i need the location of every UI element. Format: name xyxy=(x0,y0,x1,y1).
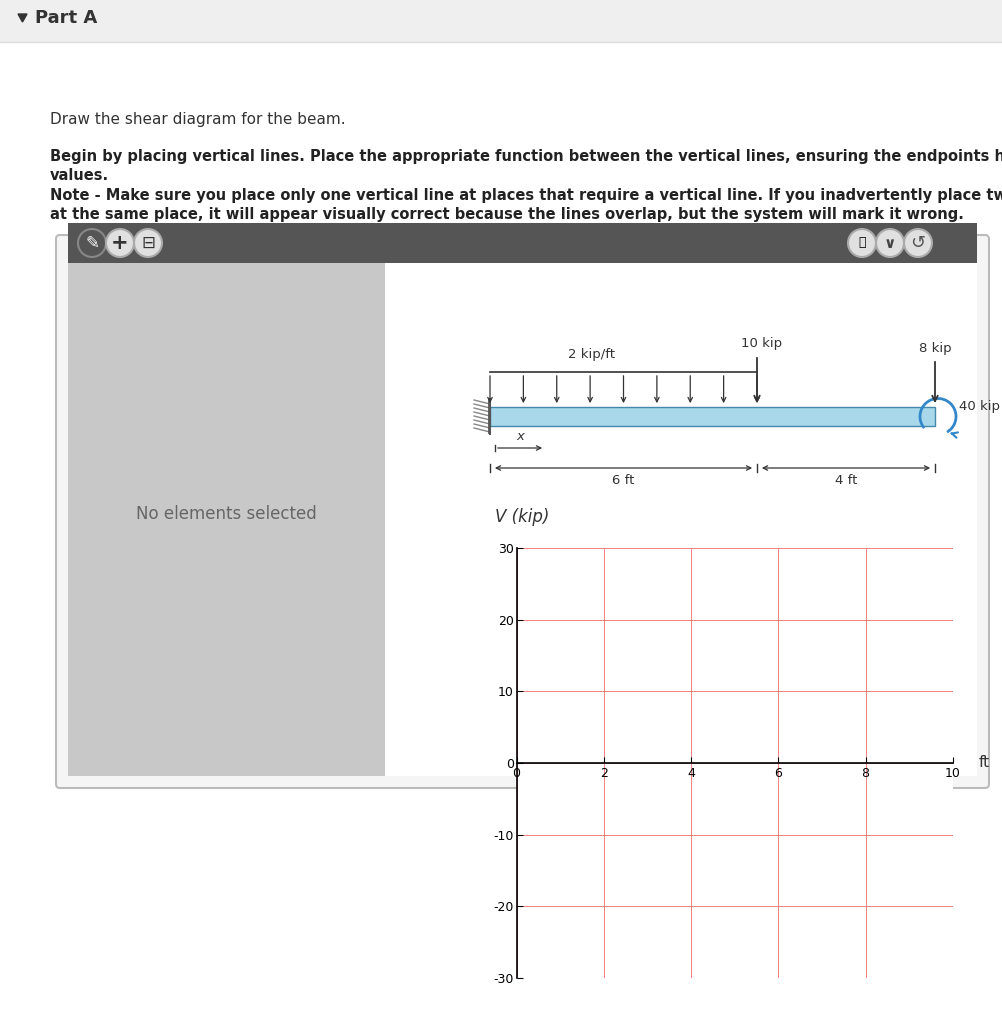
Text: ∨: ∨ xyxy=(883,237,896,252)
Text: values.: values. xyxy=(50,168,109,183)
Circle shape xyxy=(875,229,903,257)
Text: Note - Make sure you place only one vertical line at places that require a verti: Note - Make sure you place only one vert… xyxy=(50,188,1002,203)
Circle shape xyxy=(106,229,134,257)
Bar xyxy=(68,223,976,263)
Text: ⊟: ⊟ xyxy=(141,234,154,252)
Text: 6 ft: 6 ft xyxy=(611,474,634,487)
Text: x: x xyxy=(516,430,523,443)
Text: 4 ft: 4 ft xyxy=(834,474,857,487)
Text: No elements selected: No elements selected xyxy=(135,505,316,523)
Text: at the same place, it will appear visually correct because the lines overlap, bu: at the same place, it will appear visual… xyxy=(50,207,963,222)
Circle shape xyxy=(903,229,931,257)
Text: V (kip): V (kip) xyxy=(494,508,548,526)
Circle shape xyxy=(78,229,106,257)
Text: ✎: ✎ xyxy=(85,234,99,252)
FancyBboxPatch shape xyxy=(56,234,988,788)
Bar xyxy=(490,407,934,426)
Polygon shape xyxy=(18,14,27,22)
Text: 40 kip ft: 40 kip ft xyxy=(958,400,1002,413)
Text: Begin by placing vertical lines. Place the appropriate function between the vert: Begin by placing vertical lines. Place t… xyxy=(50,150,1002,164)
Text: Part A: Part A xyxy=(35,9,97,27)
Text: 10 kip: 10 kip xyxy=(740,337,782,350)
Circle shape xyxy=(847,229,875,257)
Text: 8 kip: 8 kip xyxy=(918,342,950,355)
Text: ft: ft xyxy=(978,756,989,770)
Bar xyxy=(68,263,385,776)
Text: +: + xyxy=(111,233,128,253)
Text: ↺: ↺ xyxy=(910,234,925,252)
Circle shape xyxy=(134,229,162,257)
Text: Draw the shear diagram for the beam.: Draw the shear diagram for the beam. xyxy=(50,112,346,127)
Text: 💡: 💡 xyxy=(858,237,865,250)
Bar xyxy=(0,0,1002,42)
Text: 2 kip/ft: 2 kip/ft xyxy=(567,348,614,361)
Bar xyxy=(385,263,976,776)
